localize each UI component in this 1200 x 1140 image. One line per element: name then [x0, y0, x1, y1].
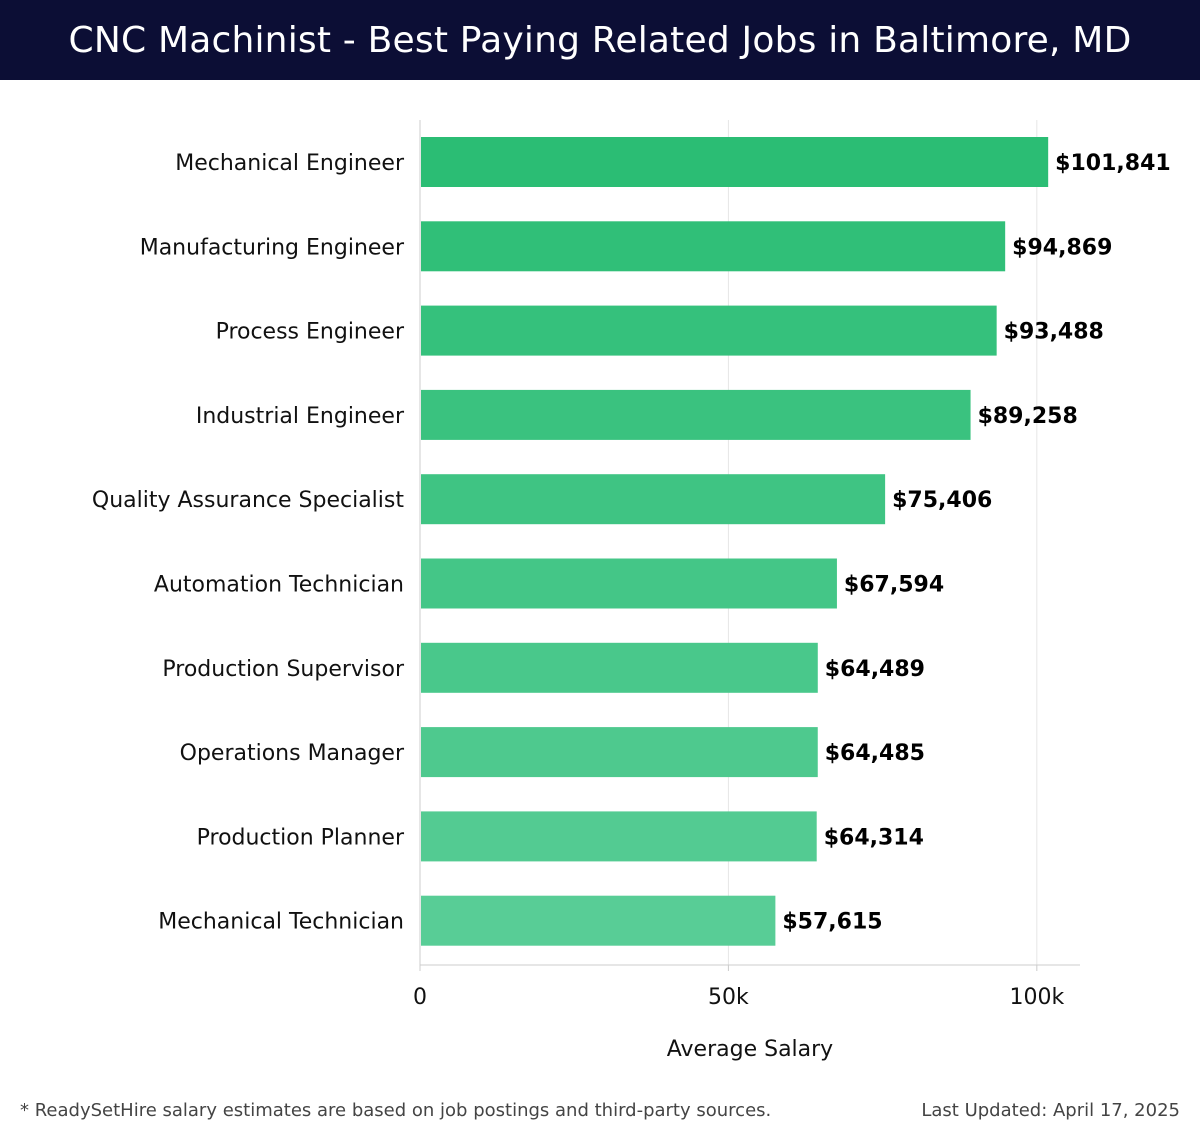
last-updated: Last Updated: April 17, 2025	[921, 1100, 1180, 1121]
bar-0	[421, 137, 1049, 187]
category-label-9: Mechanical Technician	[158, 910, 404, 935]
value-label-1: $94,869	[1012, 235, 1112, 260]
axes	[419, 120, 1080, 971]
value-label-7: $64,485	[825, 741, 925, 766]
value-label-4: $75,406	[892, 488, 992, 513]
category-label-6: Production Supervisor	[162, 657, 405, 682]
category-label-1: Manufacturing Engineer	[140, 235, 405, 260]
bar-2	[421, 305, 997, 356]
source-note: * ReadySetHire salary estimates are base…	[20, 1100, 772, 1121]
category-label-0: Mechanical Engineer	[175, 151, 405, 176]
category-label-4: Quality Assurance Specialist	[92, 488, 404, 513]
labels: 0 50k 100k Average Salary Mechanical Enginee…	[92, 151, 1171, 1062]
category-label-2: Process Engineer	[216, 320, 405, 345]
bar-4	[421, 474, 886, 525]
value-label-0: $101,841	[1055, 151, 1171, 176]
x-axis-title: Average Salary	[667, 1037, 833, 1062]
category-label-3: Industrial Engineer	[196, 404, 405, 429]
bar-9	[421, 895, 776, 946]
x-tick-label-1: 50k	[708, 985, 749, 1010]
bars	[421, 137, 1049, 946]
value-label-8: $64,314	[824, 825, 924, 850]
chart-title: CNC Machinist - Best Paying Related Jobs…	[68, 19, 1132, 61]
category-label-7: Operations Manager	[180, 741, 405, 766]
bar-7	[421, 727, 818, 778]
bar-3	[421, 389, 971, 440]
bar-8	[421, 811, 817, 862]
value-label-9: $57,615	[782, 910, 882, 935]
x-tick-label-2: 100k	[1009, 985, 1064, 1010]
bar-5	[421, 558, 837, 609]
bar-6	[421, 642, 818, 693]
category-label-8: Production Planner	[197, 825, 405, 850]
value-label-3: $89,258	[978, 404, 1078, 429]
value-label-5: $67,594	[844, 573, 944, 598]
salary-bar-chart: 0 50k 100k Average Salary Mechanical Enginee…	[92, 120, 1171, 1062]
category-label-5: Automation Technician	[154, 573, 404, 598]
chart-header: CNC Machinist - Best Paying Related Jobs…	[0, 0, 1200, 80]
value-label-6: $64,489	[825, 657, 925, 682]
value-label-2: $93,488	[1004, 320, 1104, 345]
x-tick-label-0: 0	[413, 985, 427, 1010]
bar-1	[421, 221, 1006, 272]
